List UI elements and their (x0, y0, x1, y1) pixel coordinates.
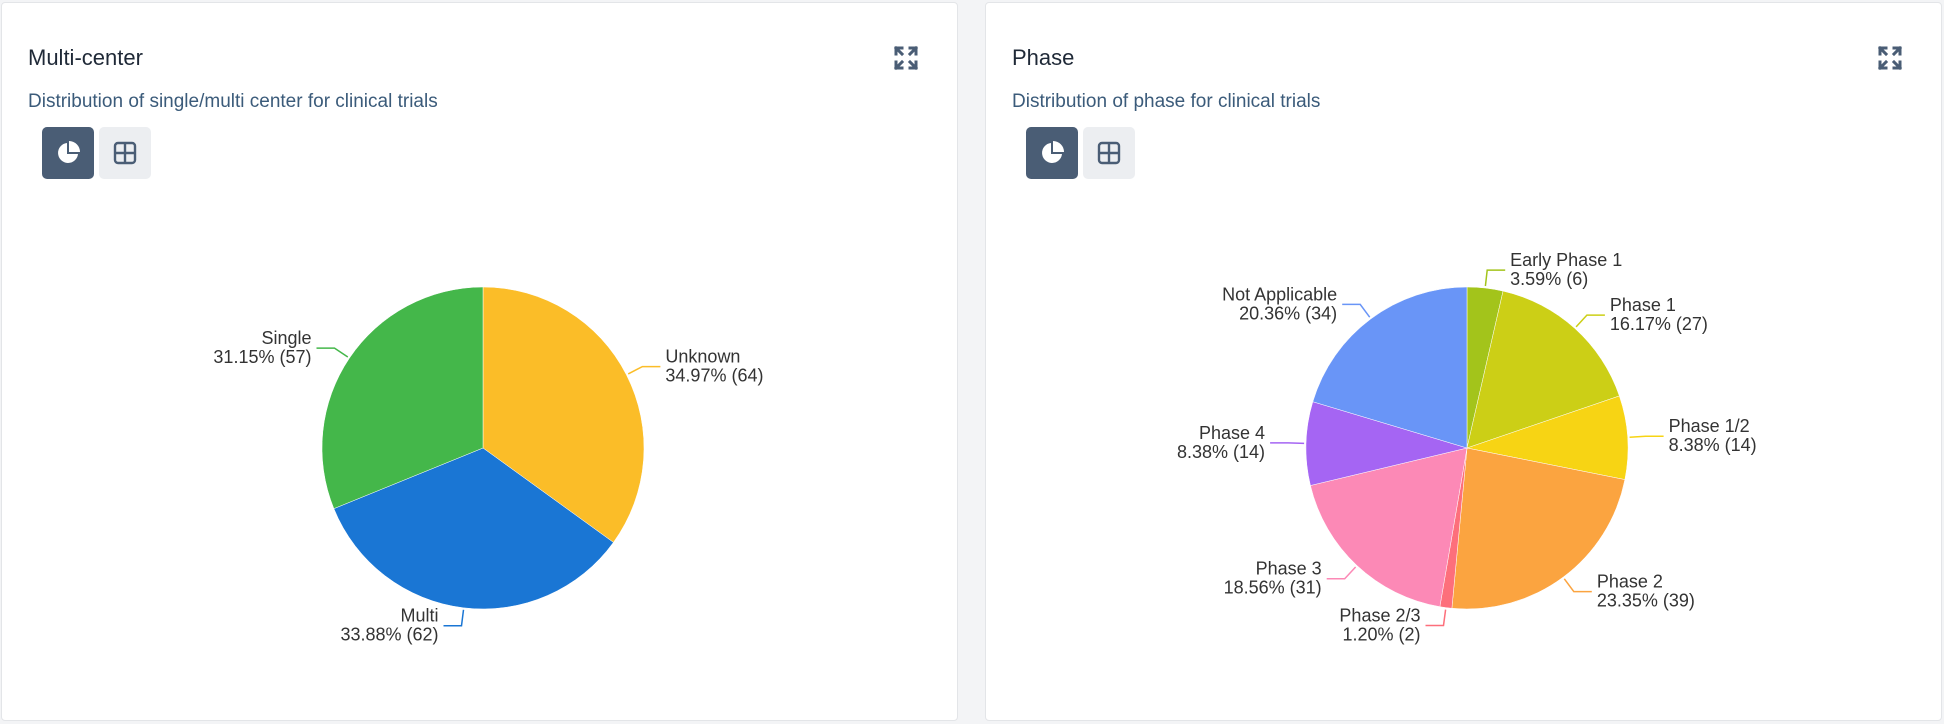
slice-value-phase-1-2: 8.38% (14) (1669, 435, 1757, 455)
leader-line-phase-1-2 (1630, 436, 1664, 437)
slice-value-phase-4: 8.38% (14) (1177, 442, 1265, 462)
leader-line-multi (444, 610, 464, 626)
leader-line-phase-4 (1270, 443, 1304, 444)
slice-value-unknown: 34.97% (64) (665, 366, 763, 386)
leader-line-early-phase-1 (1485, 270, 1505, 286)
phase-pie-chart: Early Phase 13.59% (6) Phase 116.17% (27)… (986, 3, 1943, 722)
leader-line-phase-2 (1564, 579, 1592, 592)
slice-label-phase-2: Phase 2 (1597, 572, 1663, 592)
slice-label-not-applicable: Not Applicable (1222, 284, 1337, 304)
slice-label-early-phase-1: Early Phase 1 (1510, 250, 1622, 270)
phase-card: Phase Distribution of phase for clinical… (985, 2, 1942, 721)
slice-value-phase-1: 16.17% (27) (1610, 314, 1708, 334)
slice-value-multi: 33.88% (62) (340, 625, 438, 645)
leader-line-phase-1 (1576, 315, 1605, 327)
slice-value-not-applicable: 20.36% (34) (1239, 303, 1337, 323)
slice-label-unknown: Unknown (665, 347, 740, 367)
slice-value-single: 31.15% (57) (213, 347, 311, 367)
slice-label-phase-2-3: Phase 2/3 (1339, 605, 1420, 625)
slice-value-phase-2: 23.35% (39) (1597, 591, 1695, 611)
slice-label-phase-3: Phase 3 (1256, 559, 1322, 579)
multi-center-pie-chart: Unknown34.97% (64) Multi33.88% (62) Single… (2, 3, 959, 722)
slice-label-single: Single (261, 328, 311, 348)
leader-line-phase-2-3 (1426, 610, 1446, 626)
leader-line-single (317, 348, 348, 357)
slice-value-phase-3: 18.56% (31) (1224, 578, 1322, 598)
slice-value-phase-2-3: 1.20% (2) (1342, 624, 1420, 644)
slice-label-phase-4: Phase 4 (1199, 423, 1265, 443)
multi-center-card: Multi-center Distribution of single/mult… (1, 2, 958, 721)
slice-label-phase-1: Phase 1 (1610, 295, 1676, 315)
slice-label-multi: Multi (401, 606, 439, 626)
leader-line-not-applicable (1342, 304, 1370, 317)
leader-line-unknown (628, 367, 660, 374)
slice-label-phase-1-2: Phase 1/2 (1669, 416, 1750, 436)
leader-line-phase-3 (1327, 567, 1356, 579)
slice-value-early-phase-1: 3.59% (6) (1510, 269, 1588, 289)
